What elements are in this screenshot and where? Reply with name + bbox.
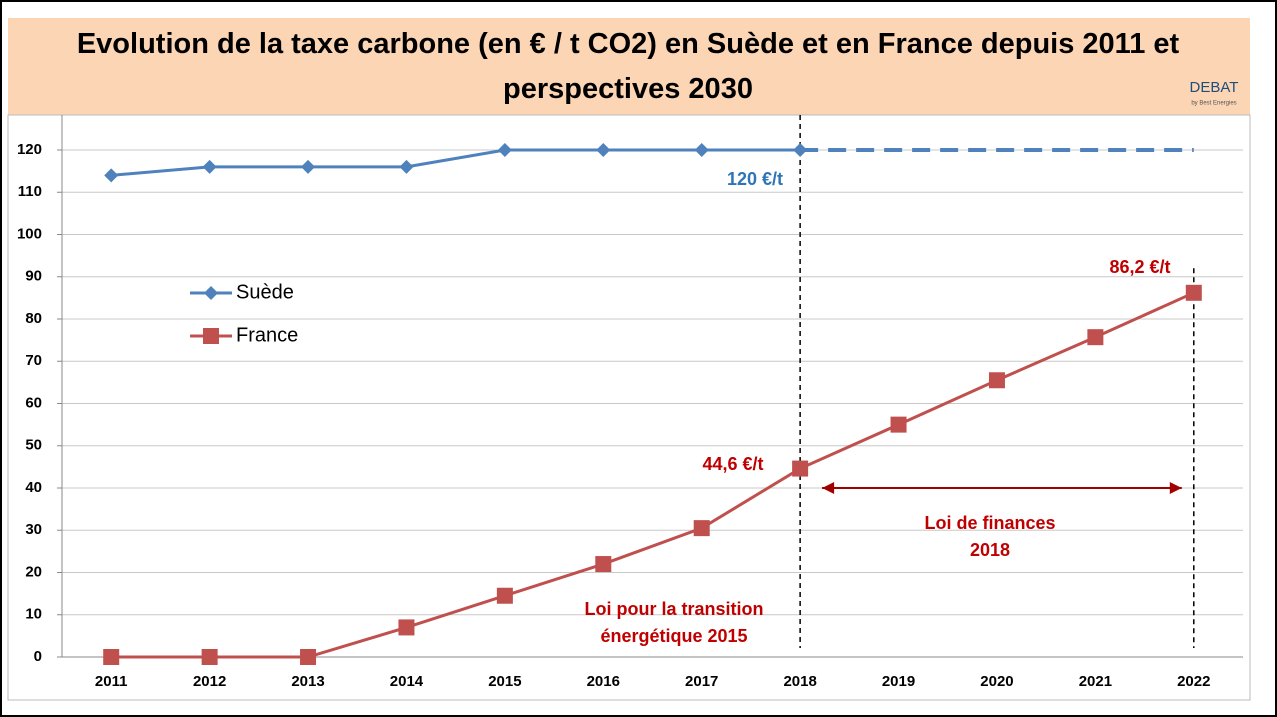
- y-tick-label: 90: [25, 268, 42, 285]
- y-tick-label: 50: [25, 437, 42, 454]
- point: [595, 556, 612, 573]
- point: [497, 143, 512, 157]
- point: [398, 619, 415, 636]
- x-tick-label: 2014: [390, 673, 424, 690]
- logo: DEBAT: [1190, 79, 1239, 96]
- x-tick-label: 2017: [685, 673, 718, 690]
- annotation: 2018: [970, 540, 1010, 560]
- point: [1087, 329, 1104, 346]
- y-tick-label: 70: [25, 352, 42, 369]
- point: [793, 143, 808, 157]
- x-tick-label: 2018: [783, 673, 816, 690]
- point: [496, 587, 513, 604]
- x-tick-label: 2022: [1177, 673, 1210, 690]
- legend-marker: [204, 286, 218, 300]
- legend-label: France: [236, 324, 298, 346]
- y-tick-label: 100: [17, 225, 42, 242]
- point: [201, 649, 218, 665]
- x-tick-label: 2012: [193, 673, 226, 690]
- point: [694, 143, 709, 157]
- point: [202, 159, 217, 174]
- y-tick-label: 80: [25, 310, 42, 327]
- annotation: énergétique 2015: [600, 626, 747, 646]
- point: [890, 416, 907, 433]
- y-tick-label: 40: [25, 479, 42, 496]
- annotation: 44,6 €/t: [702, 454, 763, 474]
- x-tick-label: 2016: [587, 673, 620, 690]
- point: [693, 520, 710, 537]
- point: [300, 649, 317, 665]
- y-tick-label: 10: [25, 606, 42, 623]
- legend-marker: [203, 328, 219, 344]
- x-tick-label: 2015: [488, 673, 521, 690]
- x-tick-label: 2011: [95, 673, 128, 690]
- logo-tagline: by Best Energies: [1191, 101, 1236, 107]
- series-line: [111, 291, 1195, 659]
- x-tick-label: 2019: [882, 673, 915, 690]
- x-tick-label: 2013: [291, 673, 324, 690]
- chart-title: Evolution de la taxe carbone (en € / t C…: [77, 28, 1180, 105]
- title-banner: [8, 18, 1250, 115]
- point: [103, 649, 120, 665]
- point: [399, 159, 414, 174]
- legend-label: Suède: [236, 281, 294, 303]
- annotation: 120 €/t: [727, 169, 783, 189]
- series-line: [111, 148, 801, 177]
- point: [301, 159, 316, 174]
- y-tick-label: 30: [25, 521, 42, 538]
- point: [792, 460, 809, 477]
- y-tick-label: 20: [25, 563, 42, 580]
- point: [596, 143, 611, 157]
- y-tick-label: 60: [25, 394, 42, 411]
- point: [104, 168, 119, 183]
- point: [1185, 284, 1202, 301]
- point: [988, 372, 1005, 389]
- plot-frame: [7, 114, 1251, 701]
- annotation: Loi pour la transition: [585, 599, 764, 619]
- x-tick-label: 2021: [1079, 673, 1112, 690]
- annotation: 86,2 €/t: [1109, 257, 1170, 277]
- y-tick-label: 120: [17, 141, 42, 158]
- y-tick-label: 0: [34, 648, 42, 665]
- annotation: Loi de finances: [924, 513, 1055, 533]
- y-tick-label: 110: [18, 183, 42, 200]
- x-tick-label: 2020: [980, 673, 1013, 690]
